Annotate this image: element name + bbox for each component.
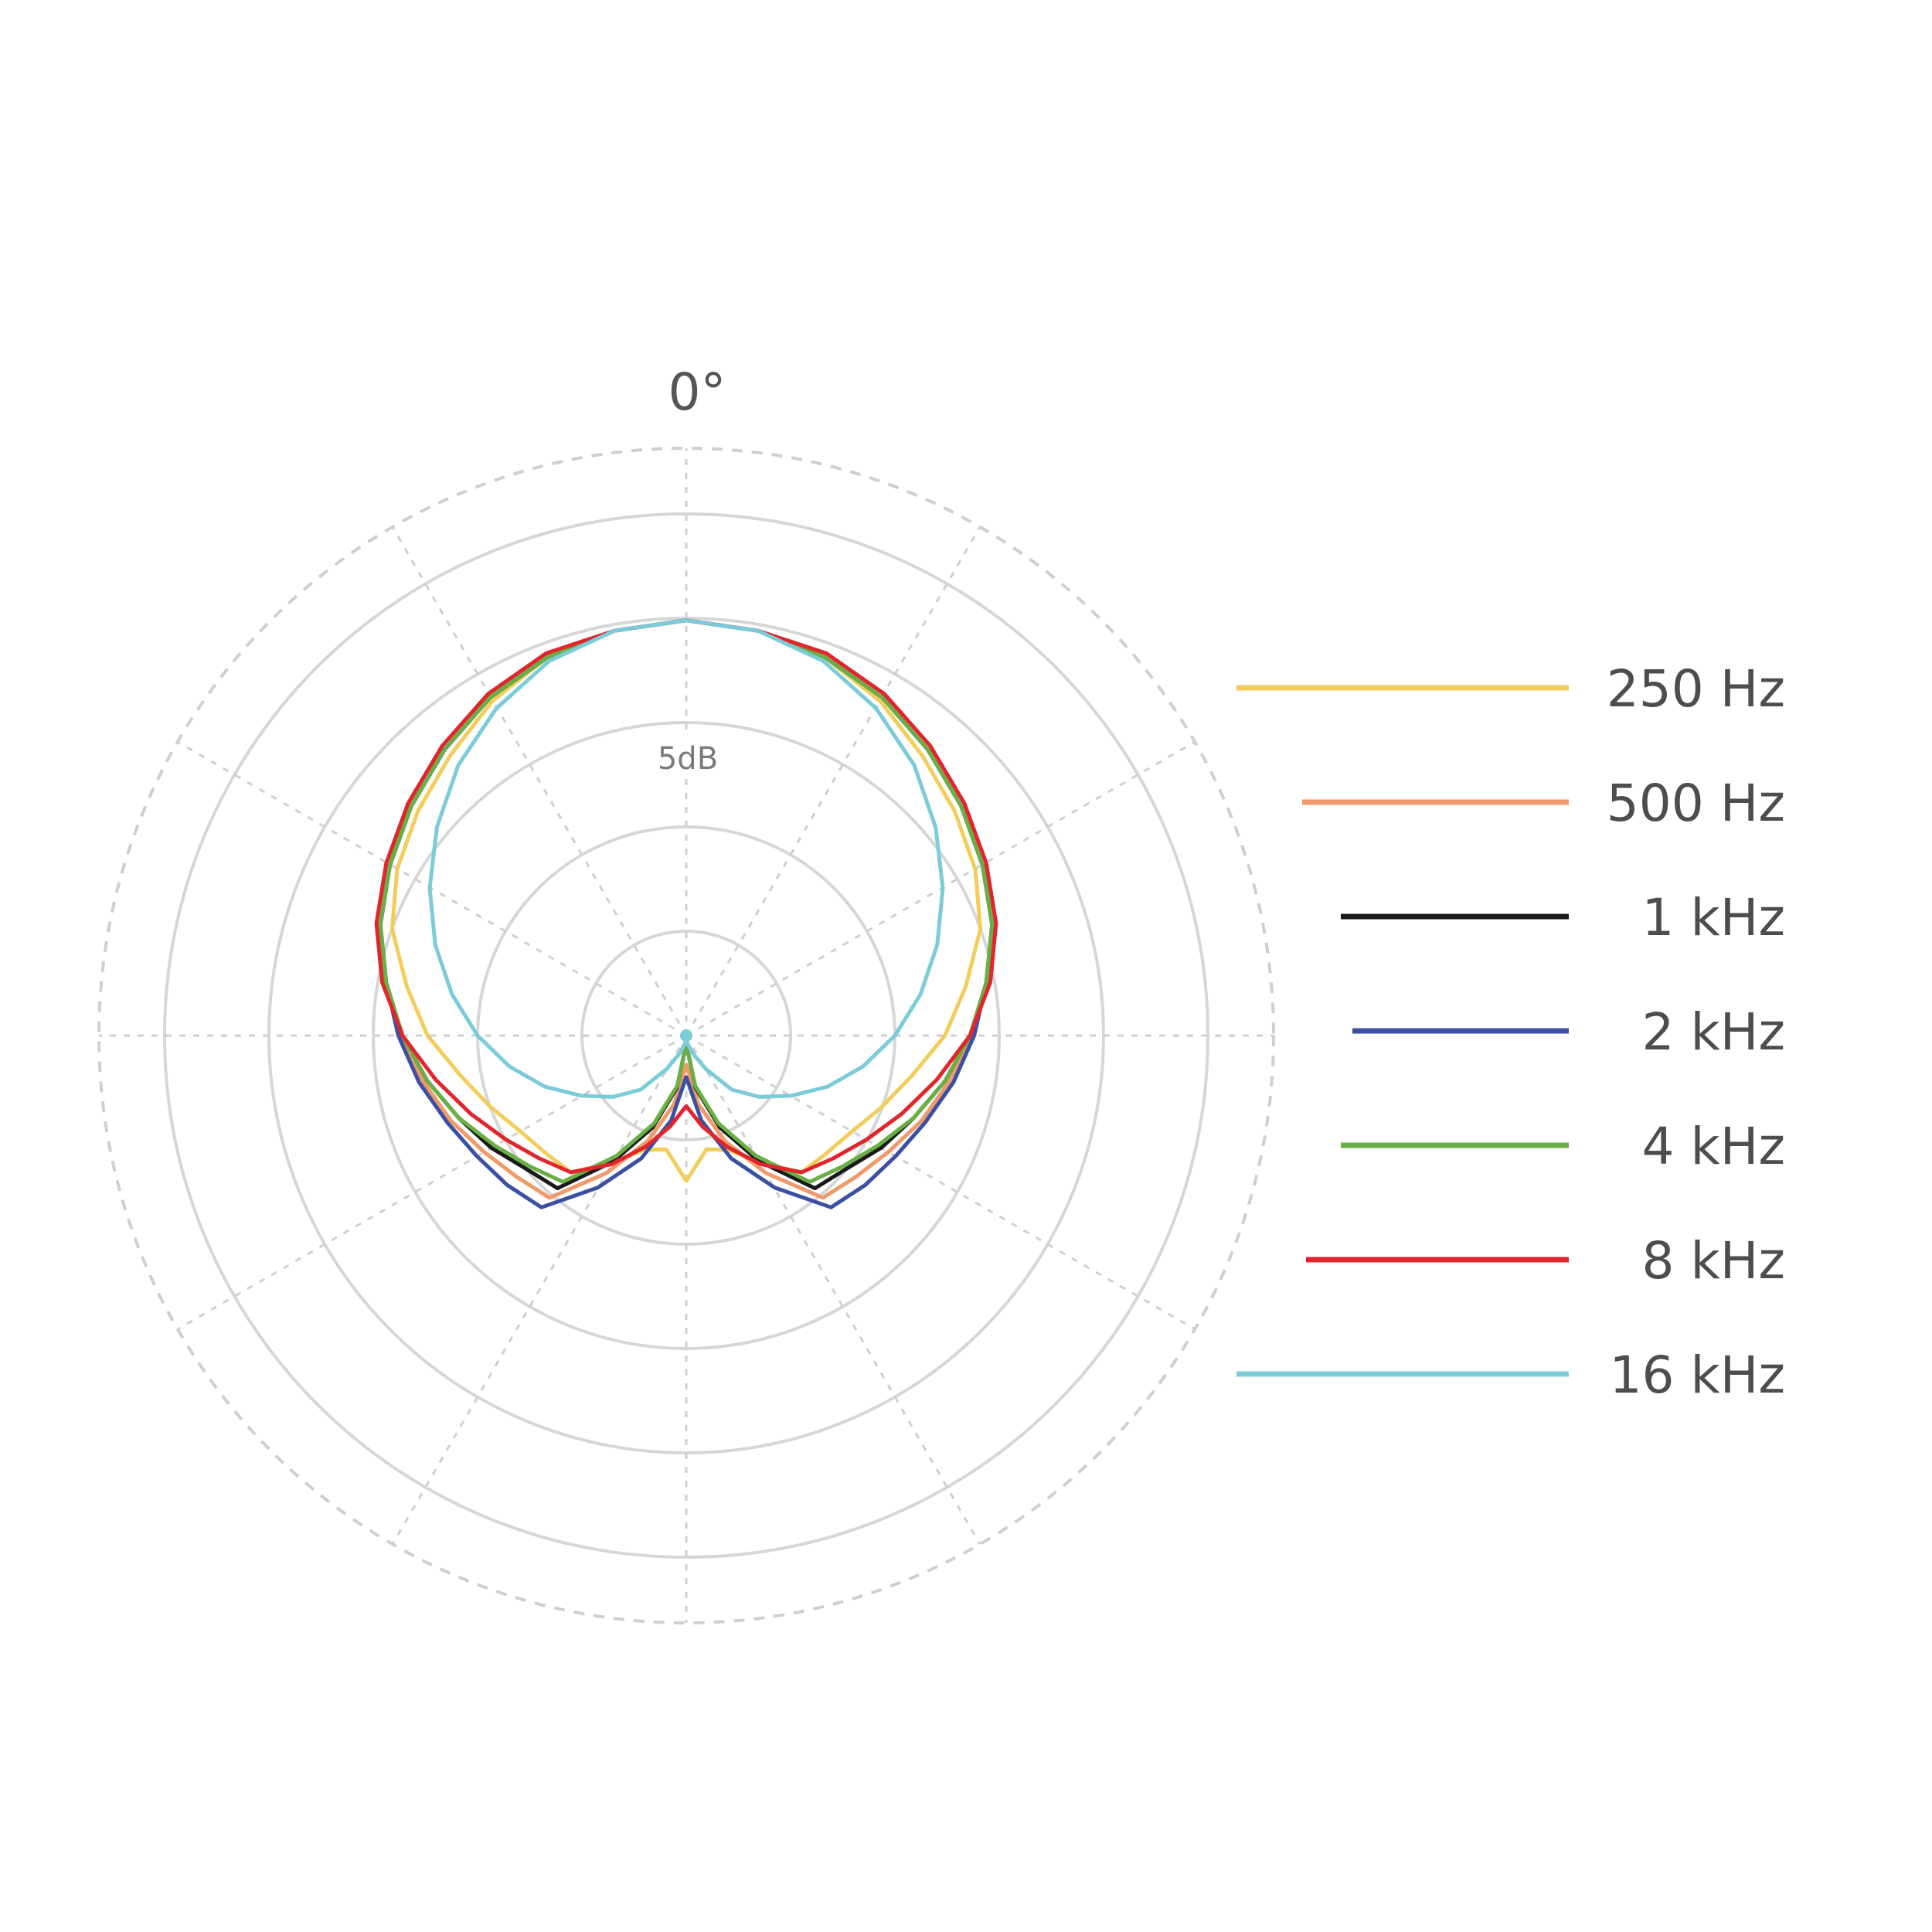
legend-label: 250 Hz [1607,659,1785,719]
polar-grid [97,447,1275,1624]
legend-label: 4 kHz [1642,1117,1785,1176]
grid-spoke [685,740,1196,1037]
legend-label: 1 kHz [1642,888,1785,947]
grid-ring [163,512,1209,1559]
grid-ring [372,721,1001,1350]
angle-label-0deg: 0° [668,362,726,422]
polar-curves [374,618,998,1209]
legend-label: 8 kHz [1642,1231,1785,1291]
series-curve-250-hz [389,618,983,1183]
legend-label: 2 kHz [1642,1002,1785,1062]
series-curve-4-khz [378,618,995,1184]
grid-spoke [685,1035,981,1545]
db-label-background [648,734,728,779]
grid-spoke [391,1035,688,1545]
grid-ring [580,930,792,1141]
polar-center [680,1029,692,1042]
grid-spoke [685,1034,1196,1331]
legend-label: 16 kHz [1610,1345,1785,1405]
grid-spoke [391,526,688,1036]
legend-label: 500 Hz [1607,774,1785,833]
polar-labels: 0° 5dB [648,362,728,779]
legend: 250 Hz 500 Hz 1 kHz 2 kHz 4 kHz 8 kHz 16 kHz [1236,659,1785,1405]
db-scale-label: 5dB [658,741,718,777]
grid-spoke [177,1034,687,1331]
grid-spoke [685,526,981,1036]
grid-spoke [177,740,687,1037]
series-curve-8-khz [374,618,998,1175]
